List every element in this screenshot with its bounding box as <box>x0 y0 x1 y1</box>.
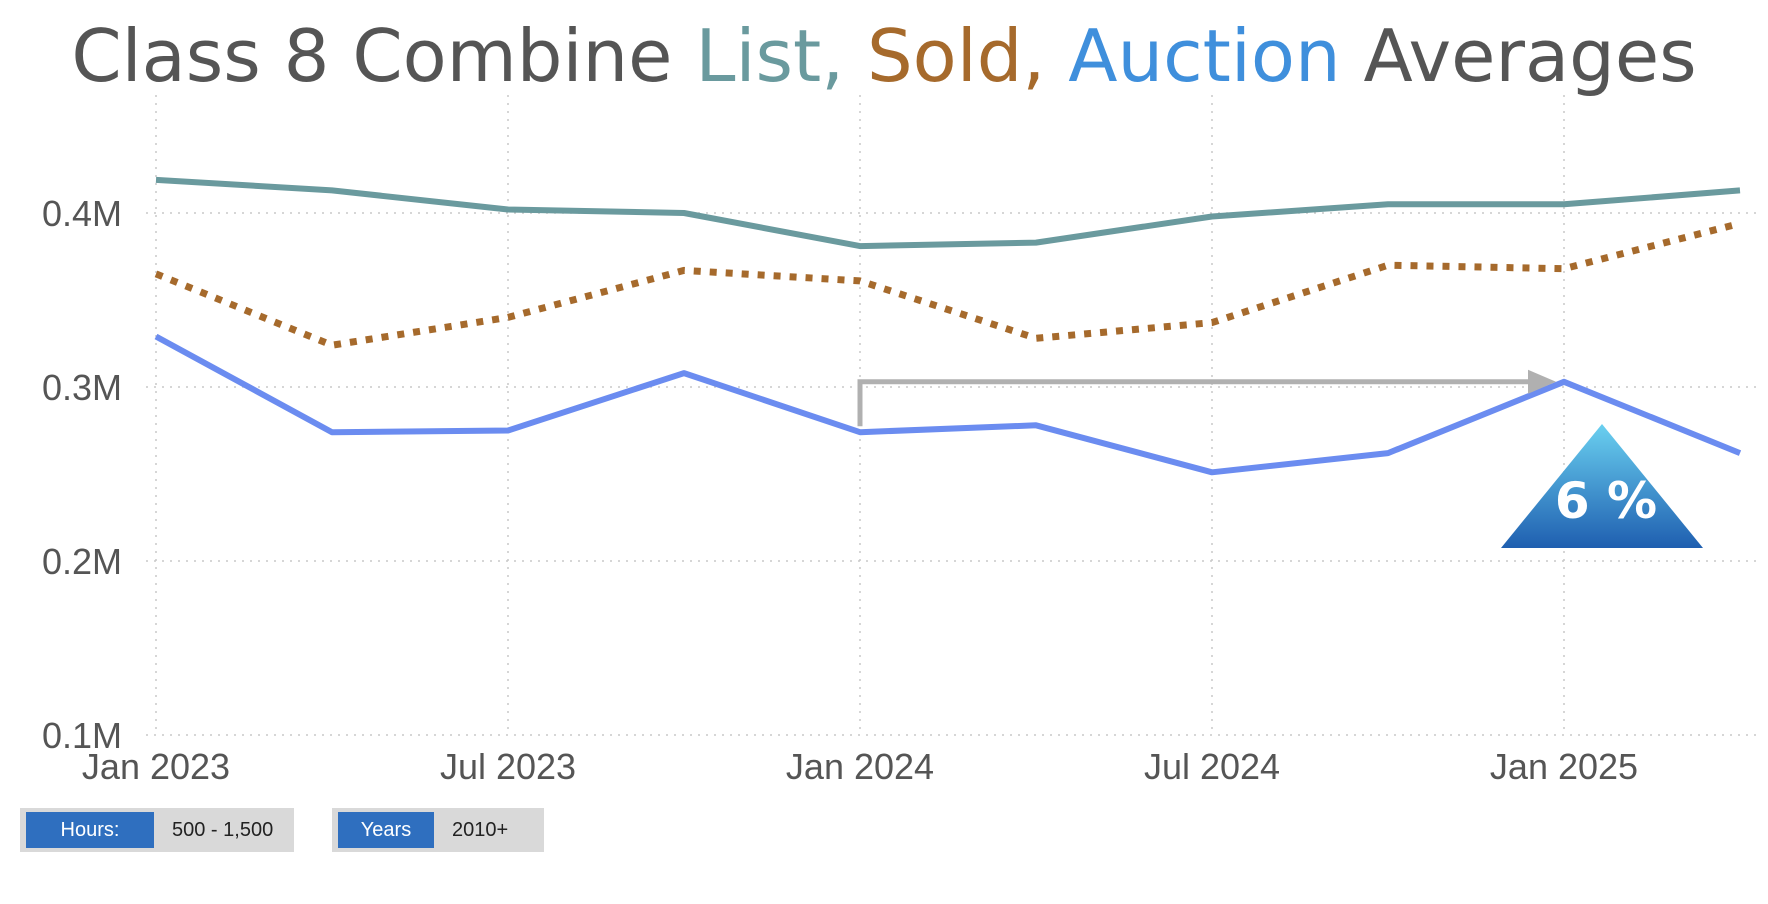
data-point-list <box>153 177 159 183</box>
data-point-list <box>329 187 335 193</box>
x-tick-label: Jan 2023 <box>82 746 230 787</box>
years-filter-label: Years <box>338 812 434 848</box>
x-tick-label: Jan 2024 <box>786 746 934 787</box>
title-sold: Sold, <box>844 14 1046 98</box>
data-point-sold <box>505 314 511 320</box>
y-tick-label: 0.4M <box>42 193 122 234</box>
change-badge-label: 6 % <box>1555 472 1657 530</box>
years-filter[interactable]: Years 2010+ <box>332 808 544 852</box>
change-badge <box>1501 424 1703 548</box>
data-point-auction <box>1737 450 1743 456</box>
line-chart: 0.1M0.2M0.3M0.4M Jan 2023 Jul 2023 Jan 202… <box>42 95 1760 787</box>
change-arrow <box>857 379 1542 427</box>
hours-filter-label: Hours: <box>26 812 154 848</box>
data-point-auction <box>153 334 159 340</box>
series-line-auction <box>154 333 1742 476</box>
data-point-auction <box>681 370 687 376</box>
series-line-sold <box>154 220 1741 349</box>
arrow-head <box>1528 369 1556 394</box>
x-axis: Jan 2023 Jul 2023 Jan 2024 Jul 2024 Jan 2025 <box>82 746 1638 787</box>
series-line-list <box>155 176 1741 250</box>
chart-title: Class 8 Combine List, Sold, Auction Aver… <box>0 14 1768 98</box>
y-tick-label: 0.1M <box>42 715 122 756</box>
data-point-list <box>505 207 511 213</box>
data-point-sold <box>1737 220 1743 226</box>
filter-bar: Hours: 500 - 1,500 Years 2010+ <box>20 808 544 852</box>
series-group <box>153 176 1743 476</box>
y-tick-label: 0.2M <box>42 541 122 582</box>
data-point-list <box>1561 201 1567 207</box>
annotation: 6 % <box>857 369 1703 548</box>
x-tick-label: Jul 2024 <box>1144 746 1280 787</box>
data-point-sold <box>681 267 687 273</box>
hours-filter[interactable]: Hours: 500 - 1,500 <box>20 808 294 852</box>
data-point-auction <box>857 429 863 435</box>
x-tick-label: Jul 2023 <box>440 746 576 787</box>
data-point-auction <box>1209 469 1215 475</box>
data-point-auction <box>1561 379 1567 385</box>
y-axis: 0.1M 0.2M 0.3M 0.4M <box>42 193 122 756</box>
data-point-list <box>681 210 687 216</box>
data-point-sold <box>1385 262 1391 268</box>
title-auction: Auction <box>1045 14 1341 98</box>
data-point-auction <box>505 428 511 434</box>
title-list: List, <box>695 14 845 98</box>
grid <box>146 95 1760 736</box>
data-point-sold <box>329 342 335 348</box>
y-tick-label: 0.3M <box>42 367 122 408</box>
data-point-sold <box>857 278 863 284</box>
years-filter-value[interactable]: 2010+ <box>452 818 509 841</box>
data-point-list <box>857 243 863 249</box>
data-point-list <box>1737 187 1743 193</box>
data-point-sold <box>1561 266 1567 272</box>
data-point-auction <box>1033 422 1039 428</box>
data-point-sold <box>1033 335 1039 341</box>
title-part2: Averages <box>1340 14 1697 98</box>
hours-filter-value[interactable]: 500 - 1,500 <box>172 818 274 841</box>
data-point-list <box>1385 201 1391 207</box>
title-part1: Class 8 Combine <box>71 14 696 98</box>
data-point-auction <box>329 429 335 435</box>
data-point-sold <box>153 271 159 277</box>
x-tick-label: Jan 2025 <box>1490 746 1638 787</box>
data-point-auction <box>1385 450 1391 456</box>
data-point-sold <box>1209 320 1215 326</box>
data-point-list <box>1209 213 1215 219</box>
data-point-list <box>1033 240 1039 246</box>
